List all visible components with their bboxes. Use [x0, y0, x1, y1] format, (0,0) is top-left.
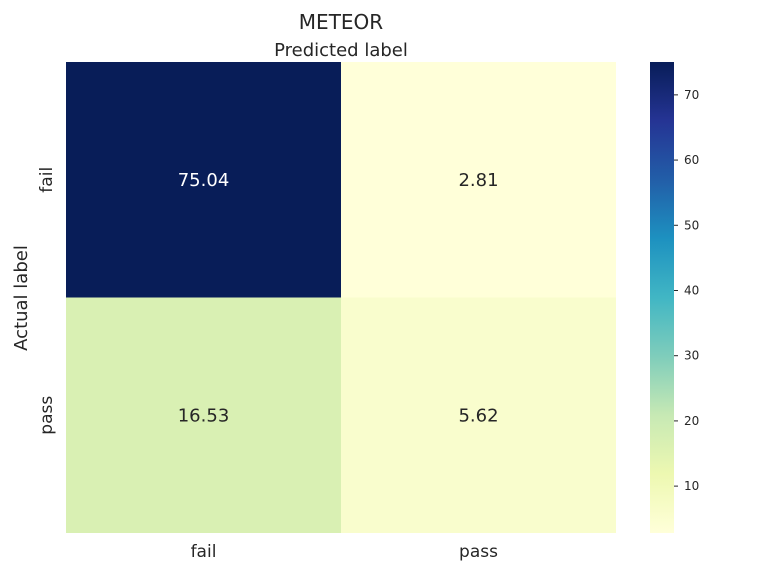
x-axis-title: Predicted label [274, 40, 408, 61]
colorbar-tick-label: 70 [684, 88, 699, 102]
colorbar-tick-label: 20 [684, 414, 699, 428]
cell-value-label: 16.53 [178, 405, 230, 426]
colorbar-tick-label: 30 [684, 349, 699, 363]
y-axis-title: Actual label [11, 245, 32, 351]
heatmap-cell [341, 62, 616, 298]
cell-value-label: 5.62 [458, 405, 498, 426]
colorbar-ticks: 10 20 30 40 50 60 70 [674, 88, 699, 493]
cell-value-label: 2.81 [458, 170, 498, 191]
x-tick-label: pass [459, 542, 498, 562]
colorbar-tick-label: 60 [684, 153, 699, 167]
colorbar-tick-label: 10 [684, 479, 699, 493]
heatmap-cell [66, 297, 341, 533]
heatmap-cells: 75.04 2.81 16.53 5.62 [66, 62, 616, 533]
cell-value-label: 75.04 [178, 170, 230, 191]
chart-title: METEOR [299, 10, 383, 34]
heatmap-cell [341, 297, 616, 533]
y-tick-label: fail [37, 167, 57, 193]
colorbar-tick-label: 50 [684, 218, 699, 232]
y-tick-labels: fail pass [37, 167, 57, 435]
colorbar-tick-label: 40 [684, 283, 699, 297]
colorbar [650, 62, 674, 533]
x-tick-labels: fail pass [191, 542, 499, 562]
heatmap-cell [66, 62, 341, 298]
x-tick-label: fail [191, 542, 217, 562]
y-tick-label: pass [37, 396, 57, 435]
